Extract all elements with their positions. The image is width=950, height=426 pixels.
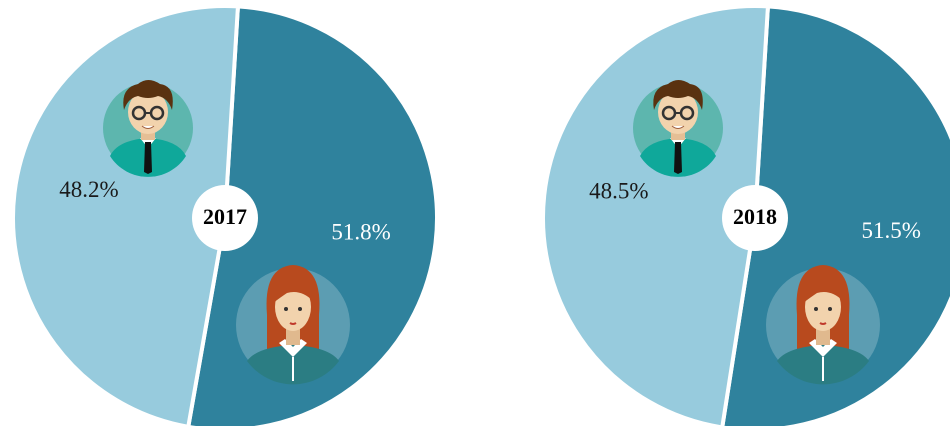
chart: 48.2% 51.8% 2017 48.5% 51.5% 2018 [0,0,950,426]
pie-chart: 48.5% 51.5% 2018 [543,6,950,426]
value-label: 51.5% [861,218,920,243]
value-label: 48.2% [59,177,118,202]
value-label: 51.8% [331,219,390,244]
chart-title: 2017 [203,204,247,229]
value-label: 48.5% [589,178,648,203]
pie-chart: 48.2% 51.8% 2017 [13,6,437,426]
page: 48.2%51.8%201748.5%51.5%2018 (() => { co… [0,0,950,426]
chart-title: 2018 [733,204,777,229]
